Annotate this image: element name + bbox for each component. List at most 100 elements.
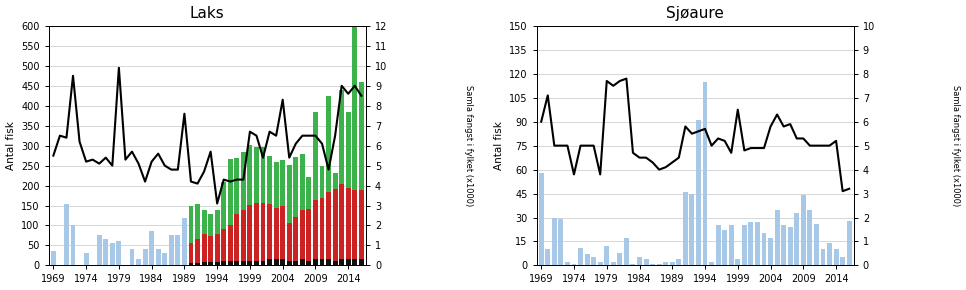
Y-axis label: Samla fangst i fylket (x1000): Samla fangst i fylket (x1000) [952, 85, 960, 206]
Bar [71, 226, 75, 265]
Bar [208, 262, 213, 265]
Bar [247, 261, 252, 265]
Bar [578, 248, 583, 265]
Bar [631, 264, 636, 265]
Bar [156, 249, 160, 265]
Bar [327, 260, 331, 265]
Bar [221, 229, 226, 261]
Bar [565, 262, 570, 265]
Bar [327, 192, 331, 260]
Bar [202, 262, 207, 265]
Bar [162, 253, 167, 265]
Bar [728, 226, 734, 265]
Bar [182, 218, 186, 265]
Bar [149, 231, 155, 265]
Bar [664, 262, 668, 265]
Bar [299, 210, 305, 260]
Bar [643, 259, 648, 265]
Bar [669, 262, 674, 265]
Bar [723, 230, 727, 265]
Bar [313, 200, 318, 260]
Bar [299, 260, 305, 265]
Bar [814, 224, 819, 265]
Bar [696, 120, 701, 265]
Bar [327, 96, 331, 192]
Y-axis label: Samla fangst i fylket (x1000): Samla fangst i fylket (x1000) [464, 85, 472, 206]
Bar [702, 82, 707, 265]
Bar [280, 160, 285, 206]
Bar [313, 260, 318, 265]
Bar [690, 193, 695, 265]
Bar [742, 226, 747, 265]
Bar [332, 189, 337, 261]
Bar [847, 221, 852, 265]
Bar [306, 209, 311, 261]
Bar [261, 147, 266, 203]
Bar [261, 203, 266, 261]
Bar [208, 236, 213, 262]
Bar [129, 249, 134, 265]
Bar [143, 249, 148, 265]
Bar [214, 262, 219, 265]
Bar [624, 238, 629, 265]
Bar [605, 246, 610, 265]
Bar [241, 152, 245, 210]
Bar [808, 210, 812, 265]
Bar [353, 190, 357, 260]
Bar [280, 206, 285, 260]
Bar [313, 112, 318, 200]
Bar [775, 210, 780, 265]
Bar [247, 145, 252, 205]
Y-axis label: Antal fisk: Antal fisk [494, 121, 503, 170]
Bar [572, 264, 577, 265]
Bar [735, 259, 740, 265]
Bar [787, 227, 793, 265]
Bar [268, 204, 272, 260]
Bar [346, 260, 351, 265]
Bar [235, 213, 240, 261]
Bar [359, 190, 364, 260]
Bar [188, 244, 193, 263]
Bar [221, 182, 226, 229]
Bar [353, 260, 357, 265]
Bar [97, 235, 101, 265]
Bar [110, 244, 115, 265]
Bar [539, 173, 544, 265]
Bar [287, 223, 292, 261]
Bar [64, 204, 69, 265]
Bar [676, 259, 681, 265]
Bar [202, 210, 207, 234]
Bar [176, 235, 181, 265]
Bar [591, 258, 596, 265]
Bar [273, 162, 278, 208]
Title: Laks: Laks [190, 6, 225, 21]
Bar [827, 243, 832, 265]
Bar [188, 206, 193, 244]
Bar [768, 238, 773, 265]
Bar [221, 261, 226, 265]
Bar [294, 157, 298, 217]
Bar [294, 217, 298, 261]
Bar [287, 165, 292, 223]
Bar [235, 261, 240, 265]
Bar [353, 0, 357, 190]
Bar [650, 264, 655, 265]
Bar [117, 242, 122, 265]
Bar [195, 204, 200, 240]
Bar [611, 262, 615, 265]
Bar [280, 260, 285, 265]
Bar [123, 264, 128, 265]
Y-axis label: Antal fisk: Antal fisk [6, 121, 15, 170]
Bar [261, 261, 266, 265]
Bar [254, 203, 259, 261]
Bar [558, 219, 563, 265]
Bar [781, 226, 786, 265]
Bar [273, 208, 278, 260]
Bar [346, 112, 351, 188]
Bar [306, 261, 311, 265]
Bar [188, 263, 193, 265]
Bar [657, 264, 662, 265]
Bar [320, 260, 325, 265]
Bar [306, 177, 311, 209]
Bar [346, 188, 351, 260]
